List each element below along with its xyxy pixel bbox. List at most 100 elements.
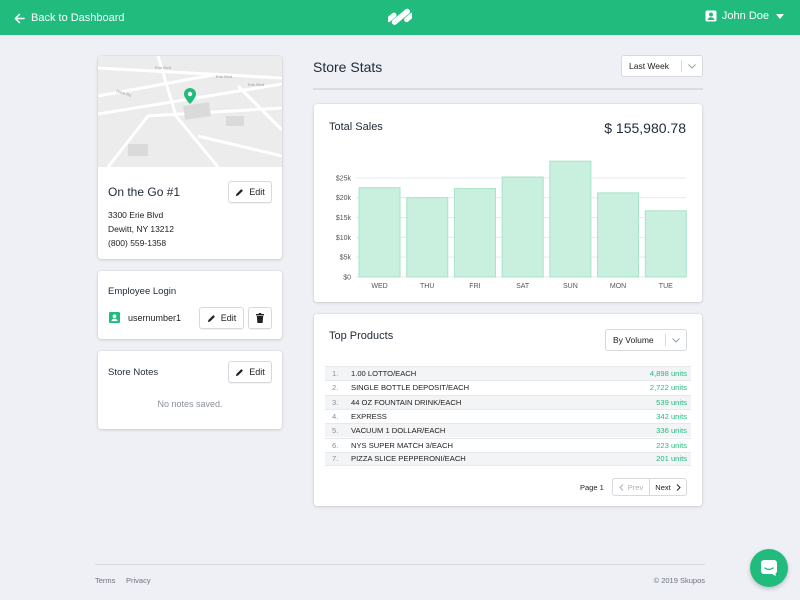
privacy-link[interactable]: Privacy [126, 576, 151, 585]
product-units: 342 units [656, 412, 687, 422]
product-name: 1.00 LOTTO/EACH [351, 369, 417, 379]
bar-thu[interactable] [406, 197, 449, 278]
row-number: 3. [332, 397, 339, 407]
stats-divider [313, 88, 703, 90]
product-units: 223 units [656, 440, 687, 450]
product-name: NYS SUPER MATCH 3/EACH [351, 440, 453, 450]
x-tick-label: TUE [659, 283, 673, 290]
bar-tue[interactable] [644, 210, 687, 278]
map-street-label: Erie Blvd [155, 65, 171, 70]
employee-username: usernumber1 [128, 312, 182, 323]
bar-wed[interactable] [358, 187, 401, 278]
x-tick-label: MON [610, 283, 626, 290]
period-select-value: Last Week [629, 61, 670, 71]
prev-label: Prev [627, 482, 644, 492]
top-bar: Back to Dashboard John Doe [0, 0, 800, 35]
top-products-title: Top Products [329, 330, 394, 342]
user-menu[interactable]: John Doe [705, 10, 784, 22]
map-street-label: Erie Blvd [248, 82, 264, 87]
caret-down-icon [776, 13, 784, 19]
employee-user: usernumber1 [109, 312, 181, 323]
total-sales-label: Total Sales [329, 121, 383, 133]
bar-fri[interactable] [453, 188, 496, 278]
chevron-down-icon [672, 337, 680, 343]
y-tick-label: $0 [343, 275, 351, 282]
edit-notes-button[interactable]: Edit [228, 361, 272, 383]
row-number: 7. [332, 454, 339, 464]
next-page-button[interactable]: Next [650, 479, 686, 495]
product-units: 2,722 units [649, 383, 687, 393]
sort-select-value: By Volume [613, 335, 654, 345]
pencil-icon [207, 314, 215, 322]
edit-employee-button[interactable]: Edit [199, 307, 244, 329]
row-number: 1. [332, 369, 339, 379]
map-pin-icon [184, 88, 196, 104]
footer-divider [95, 564, 705, 565]
user-badge-icon [109, 312, 120, 323]
user-icon [705, 10, 717, 22]
period-select[interactable]: Last Week [621, 55, 703, 77]
y-tick-label: $5k [340, 255, 352, 262]
bar-sat[interactable] [501, 176, 544, 278]
row-number: 2. [332, 383, 339, 393]
sales-bar-chart: $0 $5k $10k $15k $20k $25k WED THU FRI SAT SUN MON T… [336, 160, 687, 290]
product-name: VACUUM 1 DOLLAR/EACH [351, 426, 446, 436]
product-units: 4,898 units [649, 369, 687, 379]
y-tick-label: $25k [336, 175, 352, 182]
table-row: 4. EXPRESS 342 units [325, 408, 691, 424]
chevron-left-icon [619, 483, 624, 491]
sort-select[interactable]: By Volume [605, 329, 687, 351]
y-tick-label: $20k [336, 195, 352, 202]
table-row: 1. 1.00 LOTTO/EACH 4,898 units [325, 366, 691, 381]
store-address-line1: 3300 Erie Blvd [108, 210, 164, 220]
x-tick-label: THU [420, 283, 434, 290]
x-tick-label: SUN [563, 283, 578, 290]
x-tick-label: SAT [516, 283, 530, 290]
store-phone: (800) 559-1358 [108, 238, 167, 248]
pagination: Prev Next [612, 478, 687, 496]
chat-icon [761, 560, 777, 576]
trash-icon [256, 313, 264, 323]
total-sales-amount: $ 155,980.78 [604, 120, 686, 136]
pencil-icon [236, 368, 244, 376]
row-number: 4. [332, 412, 339, 422]
chat-button[interactable] [750, 549, 788, 587]
terms-link[interactable]: Terms [95, 576, 116, 585]
back-to-dashboard-link[interactable]: Back to Dashboard [14, 10, 125, 26]
chevron-right-icon [676, 483, 681, 491]
edit-label: Edit [249, 187, 265, 197]
product-units: 336 units [656, 426, 687, 436]
copyright: © 2019 Skupos [653, 576, 705, 585]
edit-store-button[interactable]: Edit [228, 181, 272, 203]
pencil-icon [236, 188, 244, 196]
table-row: 7. PIZZA SLICE PEPPERONI/EACH 201 units [325, 451, 691, 467]
product-name: PIZZA SLICE PEPPERONI/EACH [351, 454, 466, 464]
notes-empty-text: No notes saved. [157, 399, 223, 409]
product-units: 539 units [656, 397, 687, 407]
edit-label: Edit [220, 313, 237, 323]
arrow-left-icon [14, 13, 25, 23]
row-number: 5. [332, 426, 339, 436]
delete-employee-button[interactable] [248, 307, 272, 329]
x-tick-label: WED [371, 283, 387, 290]
table-row: 5. VACUUM 1 DOLLAR/EACH 336 units [325, 423, 691, 438]
row-number: 6. [332, 440, 339, 450]
store-name: On the Go #1 [108, 185, 181, 199]
y-tick-label: $15k [336, 215, 352, 222]
map-street-label: Erie Blvd [216, 74, 232, 79]
product-name: SINGLE BOTTLE DEPOSIT/EACH [351, 383, 470, 393]
product-units: 201 units [656, 454, 687, 464]
store-map[interactable]: Erie Blvd Drive Rd Erie Blvd Erie Blvd [98, 56, 282, 167]
store-stats-title: Store Stats [313, 59, 383, 75]
x-tick-label: FRI [469, 283, 480, 290]
skupos-logo[interactable] [386, 7, 415, 32]
employee-login-title: Employee Login [108, 286, 177, 297]
bar-mon[interactable] [597, 192, 640, 278]
table-row: 3. 44 OZ FOUNTAIN DRINK/EACH 539 units [325, 394, 691, 409]
edit-label: Edit [249, 367, 265, 377]
back-label: Back to Dashboard [31, 12, 125, 24]
store-notes-title: Store Notes [108, 367, 159, 378]
prev-page-button[interactable]: Prev [613, 479, 650, 495]
bar-sun[interactable] [549, 160, 592, 278]
chevron-down-icon [688, 63, 696, 69]
